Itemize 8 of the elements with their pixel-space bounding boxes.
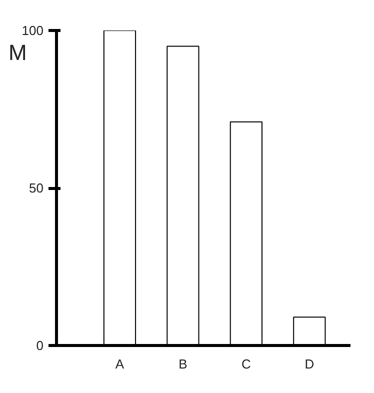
y-tick-label: 50 (29, 180, 44, 196)
x-tick-label: C (241, 356, 251, 372)
x-tick-label: B (178, 356, 188, 372)
y-axis-title: M (8, 40, 27, 66)
y-tick-label: 0 (36, 338, 44, 353)
x-tick-label: D (304, 356, 314, 372)
x-tick-label: A (115, 356, 124, 372)
y-tick-label: 100 (22, 23, 44, 38)
